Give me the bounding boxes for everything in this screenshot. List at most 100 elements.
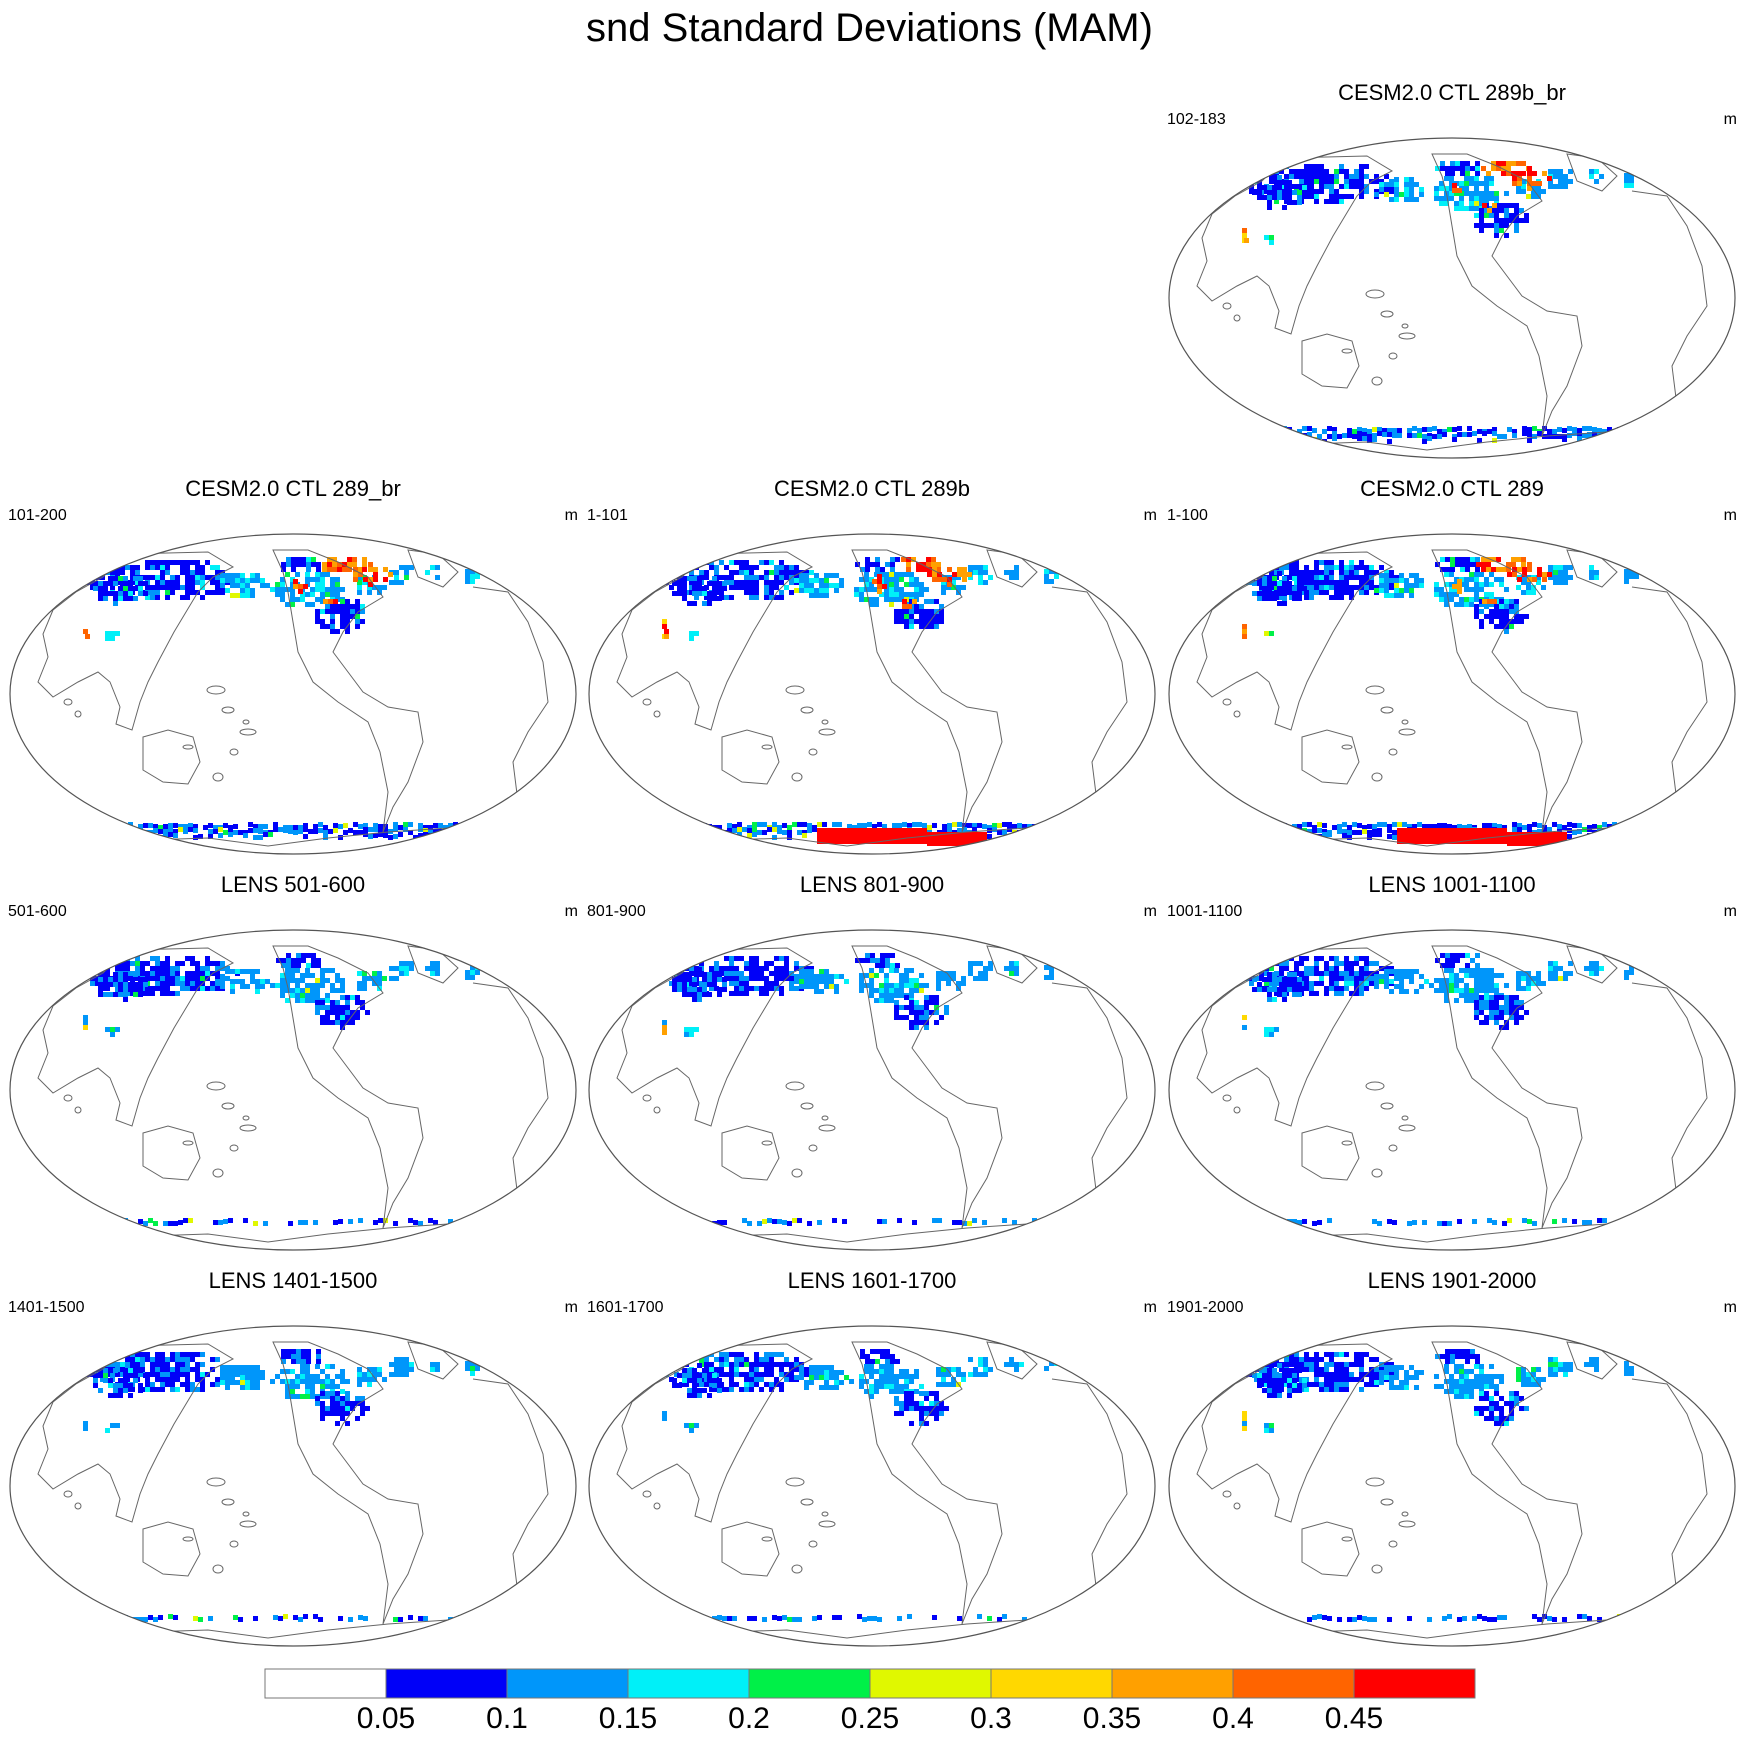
snow-cell	[1484, 196, 1489, 201]
snow-cell	[1514, 995, 1519, 1000]
snow-cell	[1287, 977, 1292, 982]
snow-cell	[1334, 580, 1339, 585]
snow-cell	[1292, 1378, 1297, 1383]
snow-cell	[1407, 1221, 1412, 1226]
snow-cell	[95, 961, 100, 966]
snow-cell	[404, 961, 409, 966]
snow-cell	[158, 829, 163, 834]
snow-cell	[1519, 218, 1524, 223]
snow-cell	[759, 966, 764, 971]
snow-cell	[250, 1380, 255, 1385]
snow-cell	[1509, 1406, 1514, 1411]
snow-cell	[714, 961, 719, 966]
snow-cell	[1264, 1027, 1269, 1032]
snow-cell	[889, 592, 894, 597]
island-outline	[74, 1502, 82, 1510]
snow-cell	[1364, 971, 1369, 976]
snow-cell	[1512, 176, 1517, 181]
snow-cell	[165, 976, 170, 981]
snow-cell	[170, 1377, 175, 1382]
snow-cell	[1319, 179, 1324, 184]
snow-cell	[807, 1221, 812, 1226]
snow-cell	[290, 587, 295, 592]
snow-cell	[340, 983, 345, 988]
snow-cell	[306, 557, 311, 562]
snow-cell	[1302, 1383, 1307, 1388]
coastline	[681, 1619, 1049, 1646]
snow-cell	[936, 971, 941, 976]
snow-cell	[1527, 567, 1532, 572]
snow-cell	[1262, 195, 1267, 200]
snow-cell	[1412, 824, 1417, 829]
snow-cell	[1469, 1369, 1474, 1374]
snow-cell	[423, 825, 428, 830]
snow-cell	[697, 1363, 702, 1368]
snow-cell	[1267, 190, 1272, 195]
snow-cell	[1282, 987, 1287, 992]
snow-cell	[198, 1617, 203, 1622]
snow-cell	[1464, 1389, 1469, 1394]
snow-cell	[1379, 179, 1384, 184]
snow-cell	[1314, 1357, 1319, 1362]
snow-cell	[1589, 169, 1594, 174]
snow-cell	[1299, 174, 1304, 179]
snow-cell	[1484, 191, 1489, 196]
snow-cell	[1329, 976, 1334, 981]
snow-cell	[909, 609, 914, 614]
snow-cell	[205, 961, 210, 966]
snow-cell	[1319, 184, 1324, 189]
snow-cell	[1489, 181, 1494, 186]
snow-cell	[1344, 1387, 1349, 1392]
snow-cell	[1558, 169, 1563, 174]
snow-cell	[335, 1391, 340, 1396]
snow-cell	[1292, 200, 1297, 205]
snow-cell	[108, 1378, 113, 1383]
snow-cell	[809, 966, 814, 971]
snow-cell	[150, 1357, 155, 1362]
snow-cell	[1314, 1352, 1319, 1357]
snow-cell	[255, 979, 260, 984]
snow-cell	[794, 966, 799, 971]
snow-cell	[357, 1372, 362, 1377]
island-outline	[1398, 332, 1416, 340]
snow-cell	[1494, 1391, 1499, 1396]
snow-cell	[1474, 1411, 1479, 1416]
snow-cell	[1509, 1396, 1514, 1401]
snow-cell	[1602, 1218, 1607, 1223]
coastline	[1051, 586, 1128, 833]
snow-cell	[1404, 1385, 1409, 1390]
snow-cell	[83, 1025, 88, 1030]
snow-cell	[1349, 981, 1354, 986]
snow-cell	[1412, 433, 1417, 438]
snow-cell	[1407, 433, 1412, 438]
snow-cell	[1474, 213, 1479, 218]
snow-cell	[1344, 956, 1349, 961]
snow-cell	[1249, 570, 1254, 575]
snow-cell	[1464, 582, 1469, 587]
snow-cell	[859, 1374, 864, 1379]
snow-cell	[982, 824, 987, 829]
snow-cell	[1521, 976, 1526, 981]
snow-cell	[1294, 966, 1299, 971]
snow-cell	[844, 979, 849, 984]
snow-cell	[1359, 194, 1364, 199]
snow-cell	[1496, 567, 1501, 572]
snow-cell	[1287, 1383, 1292, 1388]
coastline	[102, 1223, 470, 1250]
snow-cell	[1317, 1220, 1322, 1225]
snow-cell	[799, 583, 804, 588]
snow-cell	[1287, 827, 1292, 832]
coastline	[407, 1341, 459, 1380]
snow-cell	[1259, 961, 1264, 966]
snow-cell	[470, 970, 475, 975]
snow-cell	[889, 572, 894, 577]
snow-cell	[1242, 1015, 1247, 1020]
snow-cell	[1499, 1411, 1504, 1416]
snow-cell	[1349, 570, 1354, 575]
snow-cell	[332, 557, 337, 562]
snow-cell	[809, 1380, 814, 1385]
snow-cell	[919, 624, 924, 629]
snow-cell	[1277, 601, 1282, 606]
snow-cell	[1359, 966, 1364, 971]
snow-cell	[899, 609, 904, 614]
